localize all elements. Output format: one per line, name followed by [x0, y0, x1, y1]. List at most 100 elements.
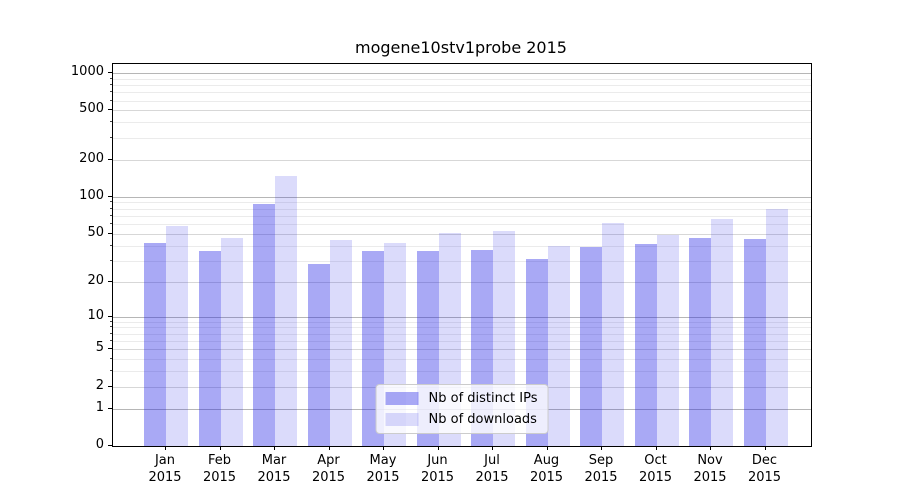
x-tick-label: Jul 2015	[475, 453, 509, 485]
gridline-major	[113, 233, 811, 235]
x-tick-label: Mar 2015	[257, 453, 291, 485]
y-tickmark	[108, 280, 112, 282]
bar-downloads	[711, 218, 733, 446]
x-tickmark	[328, 446, 330, 450]
y-minor-tickmark	[110, 201, 112, 203]
bar-distinct-ips	[743, 239, 766, 446]
x-tick-label: Nov 2015	[693, 453, 727, 485]
y-minor-tickmark	[110, 207, 112, 209]
x-tick-label: Sep 2015	[584, 453, 618, 485]
y-tickmark	[108, 109, 112, 111]
bar-distinct-ips	[580, 246, 602, 446]
gridline-decade	[113, 196, 811, 198]
x-tickmark	[274, 446, 275, 450]
y-tickmark	[108, 195, 112, 197]
y-tick-label: 10	[87, 307, 104, 323]
bar-downloads	[329, 240, 352, 446]
gridline-minor	[113, 333, 811, 335]
legend-label-downloads: Nb of downloads	[428, 412, 537, 427]
gridline-minor	[113, 85, 811, 87]
y-minor-tickmark	[110, 332, 112, 334]
y-minor-tickmark	[110, 358, 112, 360]
gridline-minor	[113, 208, 811, 210]
plot-area: Nb of distinct IPs Nb of downloads	[112, 63, 812, 447]
gridline-minor	[113, 340, 811, 342]
y-tick-label: 1	[95, 399, 104, 415]
x-tick-label: Apr 2015	[311, 453, 346, 485]
gridline-major	[113, 110, 811, 112]
x-tick-label: Feb 2015	[202, 453, 237, 485]
y-minor-tickmark	[110, 214, 112, 216]
y-minor-tickmark	[110, 121, 112, 123]
x-tickmark	[165, 446, 166, 450]
bar-distinct-ips	[307, 264, 330, 446]
bar-distinct-ips	[634, 244, 657, 446]
y-tickmark	[108, 315, 112, 317]
gridline-minor	[113, 321, 811, 323]
bar-distinct-ips	[253, 203, 275, 446]
x-tickmark	[219, 446, 221, 450]
y-tickmark	[108, 232, 112, 234]
x-tick-label: Dec 2015	[747, 453, 782, 485]
y-tick-label: 5	[95, 340, 104, 356]
gridline-minor	[113, 327, 811, 329]
x-tick-label: Oct 2015	[638, 453, 673, 485]
y-minor-tickmark	[110, 136, 112, 138]
bar-distinct-ips	[689, 238, 711, 446]
bar-downloads	[656, 234, 679, 446]
bar-downloads	[765, 208, 788, 446]
x-tickmark	[546, 446, 548, 450]
y-tickmark	[108, 72, 112, 73]
x-tick-label: Aug 2015	[529, 453, 564, 485]
legend-label-distinct-ips: Nb of distinct IPs	[428, 391, 538, 406]
x-tick-label: Jan 2015	[148, 453, 182, 485]
x-tickmark	[710, 446, 711, 450]
bar-distinct-ips	[144, 242, 166, 446]
y-minor-tickmark	[110, 326, 112, 328]
y-minor-tickmark	[110, 320, 112, 322]
y-tick-label: 100	[79, 187, 104, 203]
legend-item-distinct-ips: Nb of distinct IPs	[385, 391, 538, 406]
gridline-major	[113, 281, 811, 283]
x-tickmark	[764, 446, 766, 450]
y-tick-label: 200	[79, 150, 104, 166]
y-minor-tickmark	[110, 77, 112, 79]
chart-title: mogene10stv1probe 2015	[355, 38, 567, 57]
legend-swatch-downloads	[385, 413, 419, 426]
y-tick-label: 50	[87, 224, 104, 240]
bar-downloads	[275, 175, 297, 446]
x-tick-label: Jun 2015	[420, 453, 455, 485]
gridline-minor	[113, 202, 811, 204]
y-minor-tickmark	[110, 99, 112, 101]
bar-downloads	[166, 225, 188, 446]
x-tickmark	[655, 446, 657, 450]
gridline-minor	[113, 215, 811, 217]
bar-distinct-ips	[198, 251, 221, 446]
y-tickmark	[108, 158, 112, 160]
gridline-minor	[113, 260, 811, 262]
gridline-major	[113, 349, 811, 351]
legend: Nb of distinct IPs Nb of downloads	[375, 384, 549, 434]
y-tick-label: 500	[79, 101, 104, 117]
y-minor-tickmark	[110, 91, 112, 93]
legend-item-downloads: Nb of downloads	[385, 412, 538, 427]
gridline-minor	[113, 100, 811, 102]
legend-swatch-distinct-ips	[385, 392, 419, 405]
gridline-decade	[113, 73, 811, 74]
y-minor-tickmark	[110, 223, 112, 225]
y-tickmark	[108, 348, 112, 350]
y-tick-label: 20	[87, 272, 104, 288]
y-minor-tickmark	[110, 370, 112, 372]
gridline-minor	[113, 359, 811, 361]
y-tick-label: 0	[95, 437, 104, 452]
x-tickmark	[492, 446, 493, 450]
bar-downloads	[602, 223, 624, 446]
y-tickmark	[108, 385, 112, 387]
gridline-minor	[113, 122, 811, 124]
x-tickmark	[383, 446, 384, 450]
y-minor-tickmark	[110, 84, 112, 86]
y-tick-label: 1000	[70, 64, 104, 79]
x-tickmark	[437, 446, 439, 450]
bar-downloads	[547, 245, 570, 446]
